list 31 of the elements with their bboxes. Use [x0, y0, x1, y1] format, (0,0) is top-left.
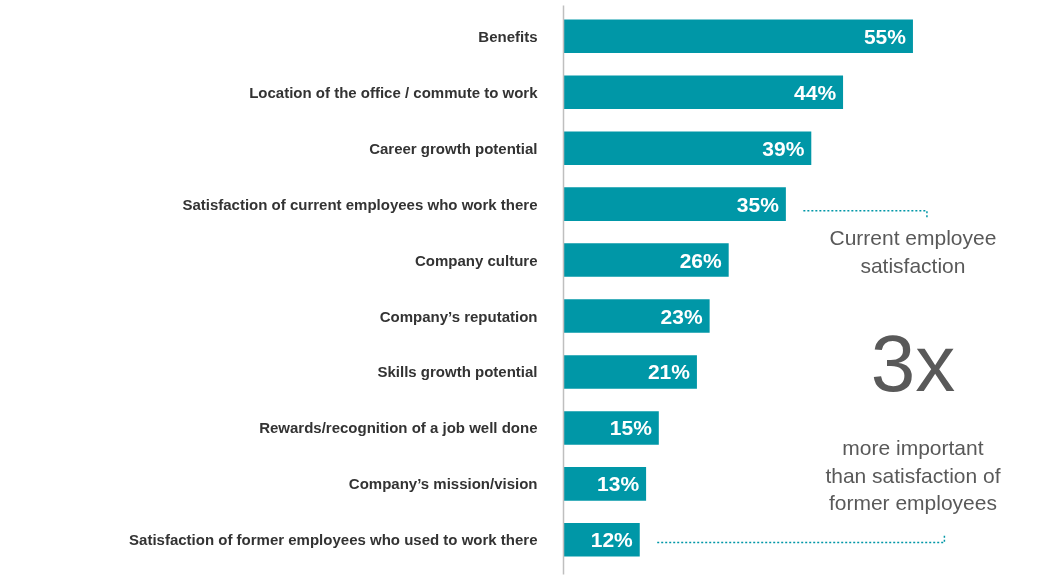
y-tick-label: Career growth potential — [369, 139, 538, 157]
bar — [563, 411, 659, 445]
y-tick-label: Location of the office / commute to work — [249, 83, 539, 101]
y-tick-label: Satisfaction of former employees who used to work there — [129, 531, 538, 549]
data-label: 12% — [590, 528, 634, 552]
annotation: 3x — [870, 319, 956, 409]
y-tick-label: Company’s reputation — [379, 307, 538, 325]
bar — [563, 299, 710, 333]
data-label: 39% — [762, 136, 805, 160]
y-tick-label: Skills growth potential — [377, 363, 538, 381]
annotation: more important than satisfaction of former employees — [825, 436, 1001, 515]
y-tick-label: Rewards/recognition of a job well done — [259, 419, 538, 437]
bar — [563, 187, 786, 221]
bar — [563, 355, 697, 389]
y-tick-label: Company culture — [414, 251, 538, 269]
data-label: 21% — [647, 360, 691, 384]
annotation: Current employee satisfaction — [829, 226, 997, 277]
y-tick-label: Benefits — [478, 27, 538, 45]
y-tick-label: Company’s mission/vision — [348, 475, 538, 493]
data-label: 23% — [660, 304, 703, 328]
bar — [563, 75, 844, 110]
bar — [563, 243, 729, 277]
bar — [563, 131, 812, 165]
data-label: 35% — [736, 192, 780, 216]
data-label: 55% — [863, 24, 907, 48]
bar — [563, 19, 913, 54]
data-label: 13% — [597, 472, 640, 496]
data-label: 26% — [679, 248, 723, 272]
data-label: 44% — [794, 80, 837, 104]
data-label: 15% — [609, 416, 653, 440]
y-tick-label: Satisfaction of current employees who work there — [182, 195, 538, 213]
